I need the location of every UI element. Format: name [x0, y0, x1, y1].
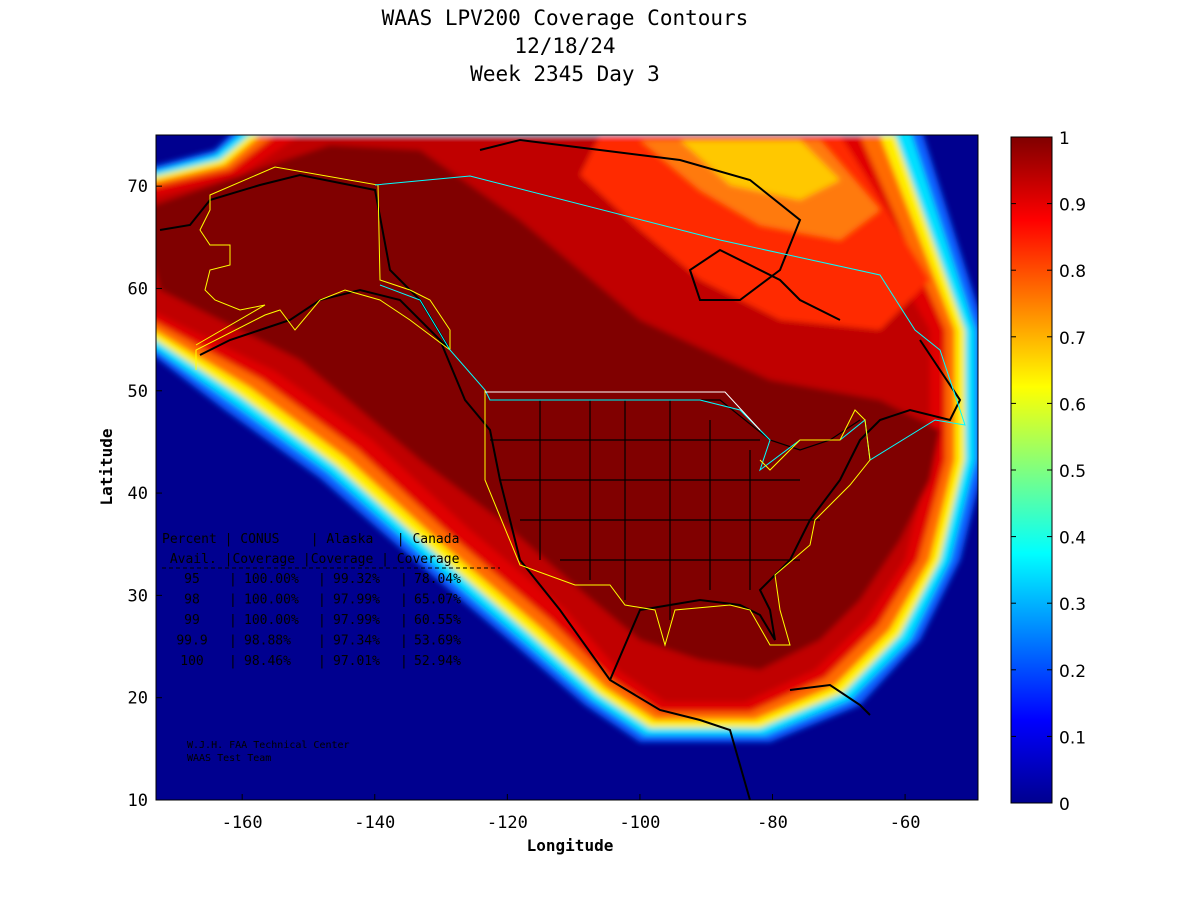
- contour-canada-yellow: [680, 140, 840, 200]
- y-tick-label: 40: [128, 484, 148, 504]
- table-row: 99 | 100.00% | 97.99% | 60.55%: [184, 613, 461, 628]
- colorbar-tick-label: 0: [1059, 795, 1070, 815]
- table-header-2: Avail. |Coverage |Coverage | Coverage: [162, 552, 460, 567]
- colorbar-tick-label: 0.8: [1059, 262, 1086, 282]
- alaska-cell: 97.01%: [333, 654, 380, 669]
- separator: |: [318, 613, 326, 628]
- separator: |: [229, 634, 237, 649]
- y-tick-label: 10: [128, 791, 148, 811]
- contour-1.0: [156, 145, 940, 670]
- alaska-cell: 97.99%: [333, 613, 380, 628]
- x-tick-label: -100: [619, 813, 660, 833]
- chart-title-line2: 12/18/24: [514, 34, 616, 58]
- colorbar-tick-label: 0.6: [1059, 395, 1086, 415]
- table-header-1: Percent | CONUS | Alaska | Canada: [162, 532, 459, 547]
- colorbar-tick-label: 0.2: [1059, 662, 1086, 682]
- table-row: 95 | 100.00% | 99.32% | 78.04%: [184, 572, 461, 587]
- x-axis-label: Longitude: [527, 836, 614, 855]
- canada-cell: 53.69%: [414, 634, 461, 649]
- y-tick-label: 60: [128, 279, 148, 299]
- colorbar-ticks: 0 0.1 0.2 0.3 0.4 0.5 0.6 0.7 0.8 0.9 1: [1011, 129, 1086, 815]
- colorbar-tick-label: 0.1: [1059, 728, 1086, 748]
- colorbar-tick-label: 0.9: [1059, 196, 1086, 216]
- region-boundaries: [195, 166, 966, 647]
- canada-arctic: [479, 138, 841, 321]
- separator: |: [400, 613, 408, 628]
- y-tick-label: 20: [128, 689, 148, 709]
- y-axis-label: Latitude: [97, 428, 116, 505]
- avail-cell: 99: [184, 613, 200, 628]
- alaska-cell: 97.34%: [333, 634, 380, 649]
- separator: |: [318, 634, 326, 649]
- credit-line-2: WAAS Test Team: [187, 753, 271, 764]
- separator: |: [400, 634, 408, 649]
- canada-cell: 52.94%: [414, 654, 461, 669]
- colorbar-tick-label: 0.4: [1059, 529, 1086, 549]
- x-axis: -160 -140 -120 -100 -80 -60: [222, 794, 921, 833]
- separator: |: [318, 572, 326, 587]
- separator: |: [400, 572, 408, 587]
- colorbar-tick-label: 0.5: [1059, 462, 1086, 482]
- credit-text: W.J.H. FAA Technical Center WAAS Test Te…: [187, 740, 350, 764]
- north-america-west-coast: [439, 339, 751, 800]
- y-axis: 10 20 30 40 50 60 70: [128, 177, 162, 811]
- conus-cell: 100.00%: [244, 613, 299, 628]
- canada-cell: 78.04%: [414, 572, 461, 587]
- alaska-boundary: [195, 166, 451, 370]
- x-tick-label: -120: [487, 813, 528, 833]
- canada-cell: 65.07%: [414, 593, 461, 608]
- avail-cell: 100: [180, 654, 203, 669]
- coverage-contours: [156, 135, 978, 742]
- conus-boundary: [484, 390, 871, 647]
- separator: |: [229, 654, 237, 669]
- conus-boundary-white: [485, 391, 761, 431]
- colorbar-tick-label: 0.3: [1059, 595, 1086, 615]
- conus-cell: 100.00%: [244, 572, 299, 587]
- separator: |: [229, 593, 237, 608]
- canada-cell: 60.55%: [414, 613, 461, 628]
- y-tick-label: 30: [128, 586, 148, 606]
- x-tick-label: -140: [354, 813, 395, 833]
- plot-frame: [155, 134, 979, 801]
- avail-cell: 95: [184, 572, 200, 587]
- table-row: 99.9 | 98.88% | 97.34% | 53.69%: [176, 634, 461, 649]
- chart-title-line1: WAAS LPV200 Coverage Contours: [381, 6, 749, 30]
- conus-cell: 98.88%: [244, 634, 291, 649]
- table-row: 100 | 98.46% | 97.01% | 52.94%: [180, 654, 461, 669]
- separator: |: [318, 654, 326, 669]
- credit-line-1: W.J.H. FAA Technical Center: [187, 740, 350, 751]
- separator: |: [400, 654, 408, 669]
- conus-cell: 98.46%: [244, 654, 291, 669]
- caribbean: [789, 683, 871, 716]
- table-row: 98 | 100.00% | 97.99% | 65.07%: [184, 593, 461, 608]
- separator: |: [229, 572, 237, 587]
- avail-cell: 99.9: [176, 634, 207, 649]
- x-tick-label: -60: [890, 813, 921, 833]
- separator: |: [318, 593, 326, 608]
- alaska-cell: 99.32%: [333, 572, 380, 587]
- avail-cell: 98: [184, 593, 200, 608]
- y-tick-label: 50: [128, 382, 148, 402]
- conus-cell: 100.00%: [244, 593, 299, 608]
- y-tick-label: 70: [128, 177, 148, 197]
- chart-title-line3: Week 2345 Day 3: [470, 62, 660, 86]
- colorbar-tick-label: 0.7: [1059, 329, 1086, 349]
- x-tick-label: -160: [222, 813, 263, 833]
- separator: |: [229, 613, 237, 628]
- separator: |: [400, 593, 408, 608]
- colorbar-tick-label: 1: [1059, 129, 1070, 149]
- coverage-table: Percent | CONUS | Alaska | Canada Avail.…: [162, 532, 500, 669]
- x-tick-label: -80: [757, 813, 788, 833]
- alaska-cell: 97.99%: [333, 593, 380, 608]
- colorbar: [1010, 136, 1053, 804]
